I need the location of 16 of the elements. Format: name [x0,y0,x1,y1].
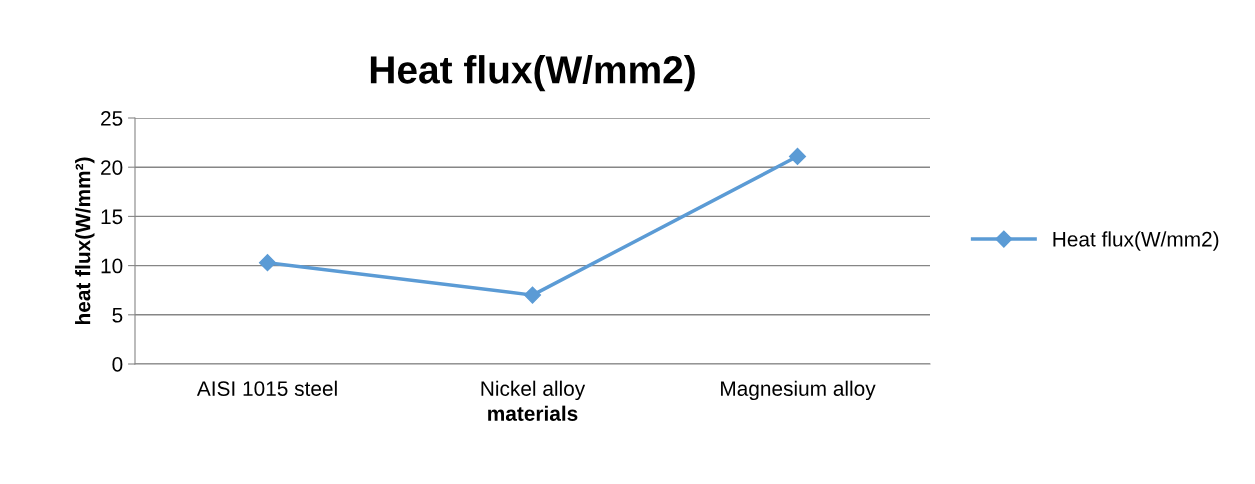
y-axis-title: heat flux(W/mm²) [75,157,95,325]
y-tick-label: 20 [101,160,123,175]
y-tick-label: 10 [101,258,123,274]
x-tick-label: Magnesium alloy [721,380,876,401]
y-tick-label: 15 [101,209,123,225]
x-tick-label: AISI 1015 steel [196,380,337,396]
chart-title: Heat flux(W/mm2) [370,55,695,92]
y-tick-label: 25 [101,111,123,126]
x-axis-title: materials [488,405,578,421]
point [523,286,542,304]
y-tick-label: 5 [112,308,123,323]
x-tick-label: Nickel alloy [481,380,586,401]
legend-label: Heat flux(W/mm2) [1053,231,1219,251]
point [788,147,807,165]
y-tick-label: 0 [112,357,123,372]
point [258,254,277,272]
